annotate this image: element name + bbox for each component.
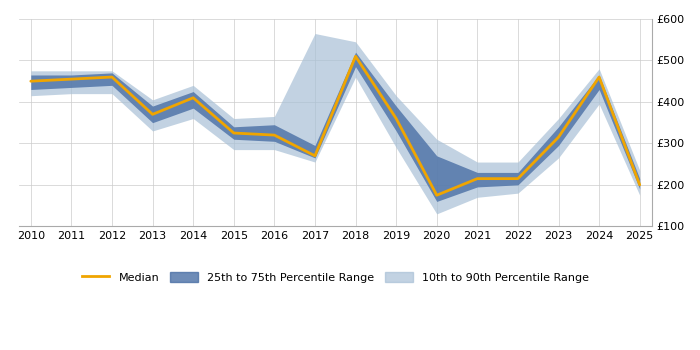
Legend: Median, 25th to 75th Percentile Range, 10th to 90th Percentile Range: Median, 25th to 75th Percentile Range, 1… — [77, 267, 594, 287]
